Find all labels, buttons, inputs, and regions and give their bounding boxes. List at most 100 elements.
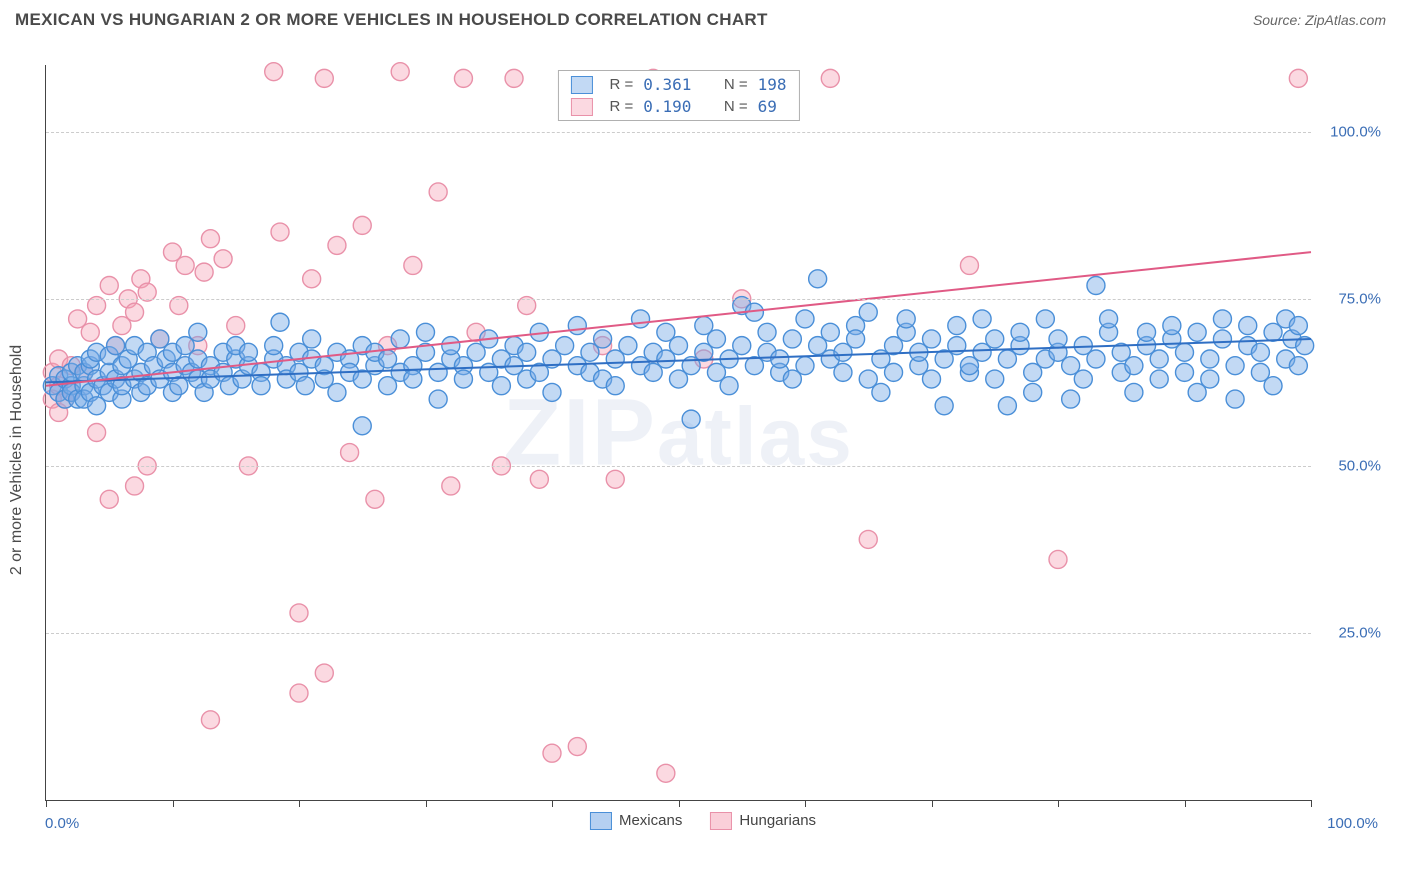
scatter-point (872, 383, 890, 401)
scatter-point (948, 317, 966, 335)
chart-title: MEXICAN VS HUNGARIAN 2 OR MORE VEHICLES … (15, 10, 768, 30)
scatter-point (1226, 390, 1244, 408)
legend-label: Mexicans (619, 812, 682, 829)
gridline (46, 132, 1311, 133)
scatter-point (543, 744, 561, 762)
scatter-point (239, 343, 257, 361)
scatter-point (88, 424, 106, 442)
gridline (46, 633, 1311, 634)
scatter-point (568, 738, 586, 756)
scatter-point (1201, 370, 1219, 388)
scatter-point (454, 370, 472, 388)
scatter-point (960, 256, 978, 274)
scatter-point (834, 363, 852, 381)
scatter-point (214, 250, 232, 268)
x-tick (46, 800, 47, 807)
scatter-point (707, 330, 725, 348)
gridline (46, 299, 1311, 300)
scatter-point (1062, 390, 1080, 408)
scatter-point (885, 363, 903, 381)
x-tick (1058, 800, 1059, 807)
scatter-point (682, 410, 700, 428)
scatter-point (505, 69, 523, 87)
scatter-point (1036, 310, 1054, 328)
y-tick-label: 75.0% (1321, 290, 1381, 307)
scatter-point (227, 317, 245, 335)
scatter-point (492, 377, 510, 395)
scatter-point (391, 330, 409, 348)
scatter-point (518, 343, 536, 361)
x-axis-min-label: 0.0% (45, 815, 79, 832)
scatter-point (606, 470, 624, 488)
scatter-point (1188, 323, 1206, 341)
scatter-point (935, 397, 953, 415)
scatter-point (429, 390, 447, 408)
scatter-point (986, 330, 1004, 348)
scatter-point (530, 470, 548, 488)
scatter-point (442, 477, 460, 495)
scatter-point (290, 604, 308, 622)
scatter-point (1150, 350, 1168, 368)
scatter-point (271, 313, 289, 331)
scatter-point (859, 303, 877, 321)
plot-area: ZIPatlas R = 0.361 N = 198R = 0.190 N = … (45, 65, 1311, 801)
chart-container: 2 or more Vehicles in Household ZIPatlas… (0, 40, 1406, 892)
scatter-point (81, 323, 99, 341)
scatter-point (303, 270, 321, 288)
scatter-point (821, 69, 839, 87)
scatter-point (201, 230, 219, 248)
plot-svg (46, 65, 1311, 800)
series-legend: Mexicans Hungarians (590, 812, 816, 830)
scatter-point (657, 764, 675, 782)
scatter-point (771, 350, 789, 368)
scatter-point (1125, 383, 1143, 401)
scatter-point (1289, 69, 1307, 87)
scatter-point (543, 383, 561, 401)
legend-swatch (570, 76, 592, 94)
scatter-point (290, 684, 308, 702)
scatter-point (1163, 317, 1181, 335)
stats-legend-row: R = 0.361 N = 198 (570, 75, 786, 94)
scatter-point (1239, 317, 1257, 335)
legend-label: Hungarians (739, 812, 816, 829)
legend-swatch (570, 98, 592, 116)
legend-swatch (710, 812, 732, 830)
x-tick (552, 800, 553, 807)
legend-item: Mexicans (590, 812, 682, 830)
scatter-point (897, 310, 915, 328)
scatter-point (1264, 377, 1282, 395)
scatter-point (265, 63, 283, 81)
scatter-point (1289, 317, 1307, 335)
scatter-point (594, 330, 612, 348)
x-tick (173, 800, 174, 807)
scatter-point (328, 236, 346, 254)
scatter-point (1074, 370, 1092, 388)
scatter-point (1226, 357, 1244, 375)
scatter-point (998, 397, 1016, 415)
scatter-point (1213, 310, 1231, 328)
scatter-point (1289, 357, 1307, 375)
gridline (46, 466, 1311, 467)
y-tick-label: 50.0% (1321, 457, 1381, 474)
legend-item: Hungarians (710, 812, 816, 830)
scatter-point (303, 330, 321, 348)
x-tick (805, 800, 806, 807)
scatter-point (1100, 310, 1118, 328)
scatter-point (417, 323, 435, 341)
y-tick-label: 100.0% (1321, 123, 1381, 140)
scatter-point (796, 310, 814, 328)
scatter-point (353, 216, 371, 234)
scatter-point (1087, 350, 1105, 368)
scatter-point (442, 337, 460, 355)
scatter-point (341, 444, 359, 462)
scatter-point (670, 337, 688, 355)
scatter-point (1176, 363, 1194, 381)
x-tick (299, 800, 300, 807)
scatter-point (454, 69, 472, 87)
scatter-point (201, 711, 219, 729)
x-tick (679, 800, 680, 807)
chart-source: Source: ZipAtlas.com (1253, 12, 1386, 28)
scatter-point (986, 370, 1004, 388)
scatter-point (720, 377, 738, 395)
scatter-point (1176, 343, 1194, 361)
